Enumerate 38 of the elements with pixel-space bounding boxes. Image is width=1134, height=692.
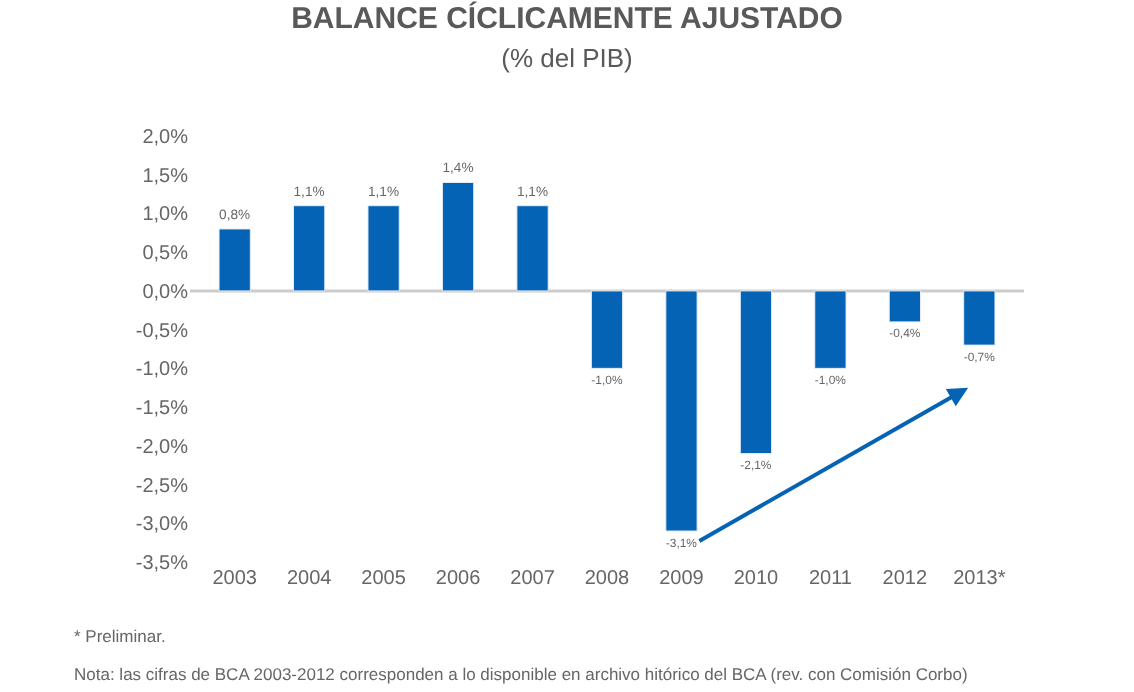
bar (441, 181, 475, 292)
y-tick-label: 1,0% (142, 204, 189, 227)
bar (218, 228, 251, 292)
y-tick-label: -3,5% (135, 553, 189, 575)
x-tick-label: 2007 (510, 568, 556, 590)
bar (888, 290, 921, 323)
x-tick-label: 2005 (361, 568, 407, 590)
bar (963, 290, 996, 346)
bar (590, 290, 624, 369)
y-tick-label: 0,5% (142, 243, 189, 266)
x-tick-label: 2006 (435, 568, 482, 590)
y-tick-label: -1,0% (135, 359, 189, 382)
bar (293, 205, 326, 292)
y-tick-label: -1,5% (135, 398, 189, 421)
x-tick-label: 2011 (808, 568, 853, 590)
x-tick-label: 2004 (286, 568, 333, 590)
y-tick-label: -3,0% (135, 514, 189, 537)
bar (665, 290, 698, 532)
text: Nota: las cifras de BCA 2003-2012 corresponden a lo disponible en archivo hitórico del BCA (rev. con Comisión Corbo) (74, 664, 968, 684)
y-tick-label: 0,0% (142, 281, 189, 304)
y-tick-label: -2,0% (135, 436, 189, 459)
x-tick-label: 2013* (953, 568, 1006, 590)
y-tick-label: -0,5% (135, 320, 189, 343)
bar (367, 205, 400, 292)
x-tick-label: 2003 (212, 568, 258, 590)
x-tick-label: 2012 (882, 568, 928, 590)
y-tick-label: 1,5% (142, 165, 189, 188)
x-tick-label: 2010 (733, 568, 780, 590)
chart-subtitle: (% del PIB) (501, 42, 633, 73)
chart-title: BALANCE CÍCLICAMENTE AJUSTADO (291, 0, 844, 36)
x-tick-label: 2008 (584, 568, 631, 590)
x-tick-label: 2009 (659, 568, 705, 590)
y-tick-label: 2,0% (142, 127, 189, 149)
text: * Preliminar. (74, 626, 166, 646)
bar (814, 290, 847, 369)
bar (739, 290, 773, 455)
y-tick-label: -2,5% (135, 475, 189, 498)
bar (516, 205, 549, 292)
